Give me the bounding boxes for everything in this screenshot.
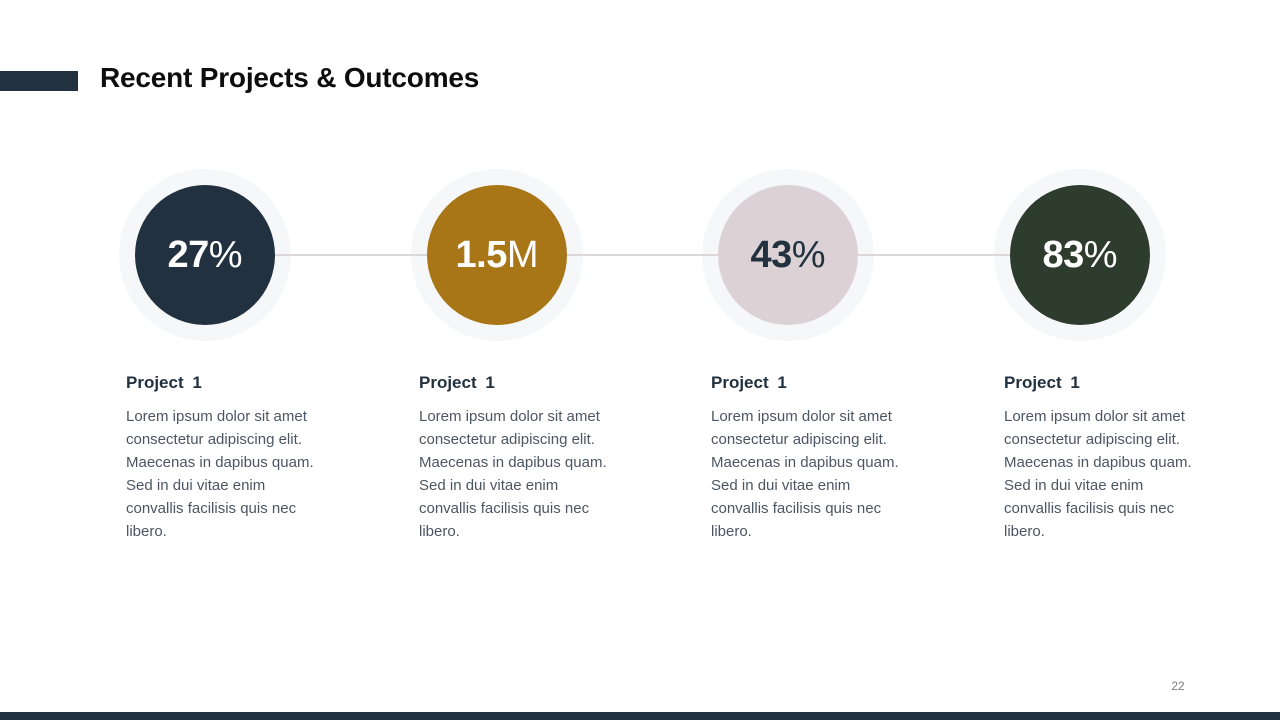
project-column: Project 1 Lorem ipsum dolor sit amet con…: [419, 372, 635, 543]
body-line: consectetur adipiscing elit.: [419, 431, 595, 448]
body-line: Sed in dui vitae enim: [126, 477, 266, 494]
body-line: consectetur adipiscing elit.: [1004, 431, 1180, 448]
body-line: convallis facilisis quis nec: [419, 500, 590, 517]
stat-circle: 43%: [718, 185, 858, 325]
project-heading: Project 1: [1004, 373, 1080, 392]
body-line: Maecenas in dapibus quam.: [126, 454, 314, 471]
body-line: consectetur adipiscing elit.: [711, 431, 887, 448]
footer-bar: [0, 712, 1280, 720]
slide-title: Recent Projects & Outcomes: [100, 62, 480, 93]
stat-circle: 27%: [135, 185, 275, 325]
page-number: 22: [1171, 679, 1185, 693]
stat-value: 1.5: [455, 233, 508, 276]
stat-suffix: M: [506, 233, 539, 276]
body-line: Lorem ipsum dolor sit amet: [1004, 408, 1185, 425]
stat-circle: 1.5 M: [427, 185, 567, 325]
body-line: Maecenas in dapibus quam.: [1004, 454, 1192, 471]
body-line: Lorem ipsum dolor sit amet: [711, 408, 892, 425]
body-line: consectetur adipiscing elit.: [126, 431, 302, 448]
body-line: libero.: [126, 523, 167, 540]
stat-suffix: %: [1083, 233, 1118, 276]
stat-value: 27: [167, 233, 209, 276]
body-line: convallis facilisis quis nec: [711, 500, 882, 517]
project-heading: Project 1: [419, 373, 495, 392]
body-line: convallis facilisis quis nec: [126, 500, 297, 517]
stat-value: 43: [750, 233, 792, 276]
project-description: Lorem ipsum dolor sit amet consectetur a…: [1004, 405, 1220, 543]
title-accent-bar: [0, 71, 78, 91]
project-description: Lorem ipsum dolor sit amet consectetur a…: [126, 405, 342, 543]
project-description: Lorem ipsum dolor sit amet consectetur a…: [711, 405, 927, 543]
project-heading: Project 1: [711, 373, 787, 392]
project-description: Lorem ipsum dolor sit amet consectetur a…: [419, 405, 635, 543]
project-heading: Project 1: [126, 373, 202, 392]
project-column: Project 1 Lorem ipsum dolor sit amet con…: [711, 372, 927, 543]
body-line: Lorem ipsum dolor sit amet: [419, 408, 600, 425]
body-line: Maecenas in dapibus quam.: [711, 454, 899, 471]
timeline-connector-line: [205, 254, 1080, 256]
project-column: Project 1 Lorem ipsum dolor sit amet con…: [1004, 372, 1220, 543]
stat-value: 83: [1042, 233, 1084, 276]
body-line: Lorem ipsum dolor sit amet: [126, 408, 307, 425]
stat-circle: 83%: [1010, 185, 1150, 325]
body-line: Sed in dui vitae enim: [419, 477, 559, 494]
body-line: convallis facilisis quis nec: [1004, 500, 1175, 517]
body-line: Sed in dui vitae enim: [711, 477, 851, 494]
project-column: Project 1 Lorem ipsum dolor sit amet con…: [126, 372, 342, 543]
body-line: Maecenas in dapibus quam.: [419, 454, 607, 471]
stat-suffix: %: [791, 233, 826, 276]
stat-suffix: %: [208, 233, 243, 276]
body-line: libero.: [711, 523, 752, 540]
body-line: Sed in dui vitae enim: [1004, 477, 1144, 494]
body-line: libero.: [419, 523, 460, 540]
body-line: libero.: [1004, 523, 1045, 540]
